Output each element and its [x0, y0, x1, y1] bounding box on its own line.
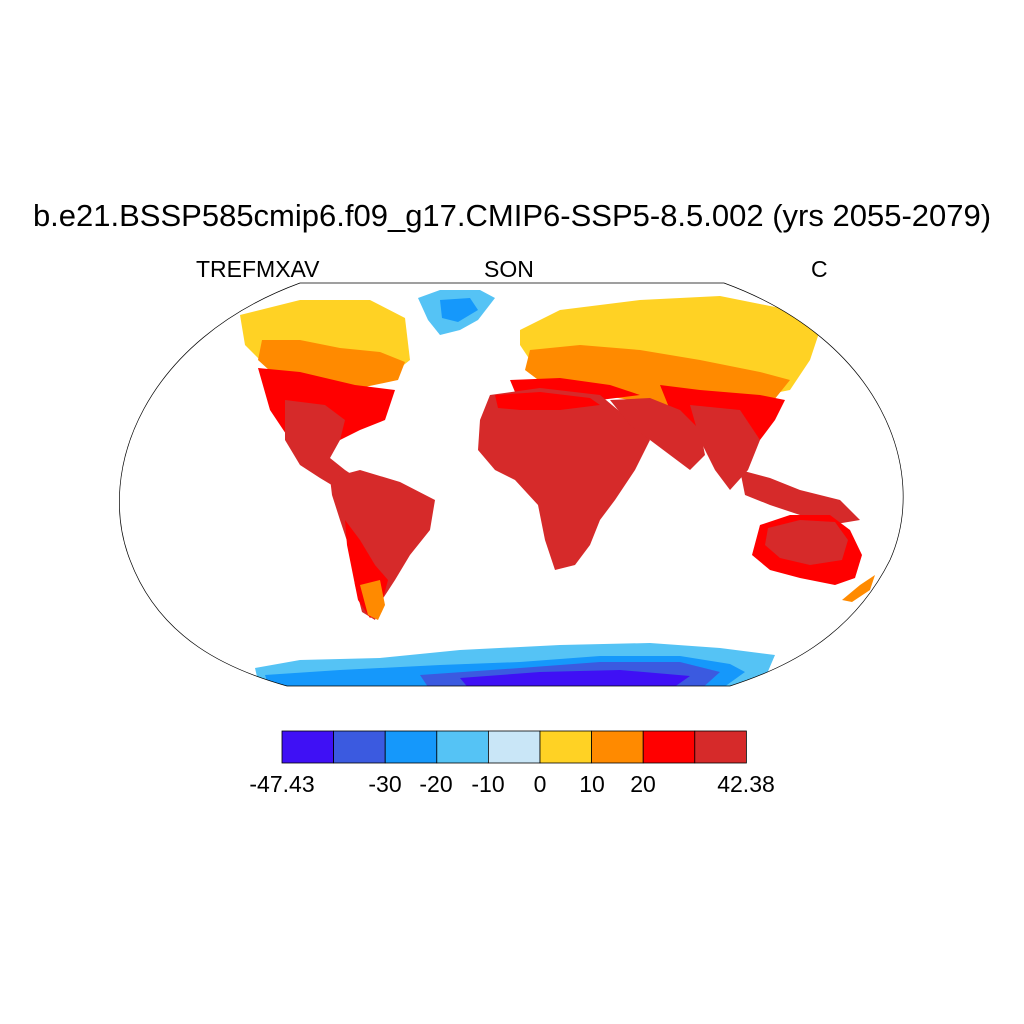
australia-region: [752, 515, 875, 602]
map-title: b.e21.BSSP585cmip6.f09_g17.CMIP6-SSP5-8.…: [32, 198, 992, 233]
units-label: C: [811, 256, 828, 282]
colorbar-swatch: [694, 730, 747, 764]
colorbar-min-label: -47.43: [249, 771, 315, 797]
season-label: SON: [484, 256, 534, 282]
colorbar-tick-label: -10: [471, 771, 505, 797]
colorbar-tick-label: 20: [630, 771, 656, 797]
colorbar-tick-label: 0: [533, 771, 547, 797]
colorbar-swatch: [436, 730, 489, 764]
colorbar-tick-label: -20: [419, 771, 453, 797]
colorbar-swatch: [642, 730, 696, 764]
colorbar-swatch: [384, 730, 438, 764]
colorbar-swatch: [487, 730, 541, 764]
africa-region: [478, 388, 650, 570]
arabia-india-region: [610, 398, 705, 470]
south-america-region: [330, 470, 435, 620]
north-america-region: [240, 300, 410, 490]
colorbar-swatch: [281, 730, 334, 764]
colorbar-swatch: [539, 730, 592, 764]
maritime-continent-region: [740, 470, 860, 525]
colorbar-swatch: [333, 730, 386, 764]
variable-label: TREFMXAV: [196, 256, 320, 282]
colorbar-max-label: 42.38: [717, 771, 775, 797]
colorbar-swatch: [591, 730, 644, 764]
eurasia-region: [510, 296, 820, 490]
map-boundary: [119, 282, 904, 687]
antarctica-region: [255, 643, 775, 686]
colorbar-tick-label: 10: [579, 771, 605, 797]
colorbar-tick-label: -30: [368, 771, 402, 797]
colorbar: [281, 730, 747, 764]
